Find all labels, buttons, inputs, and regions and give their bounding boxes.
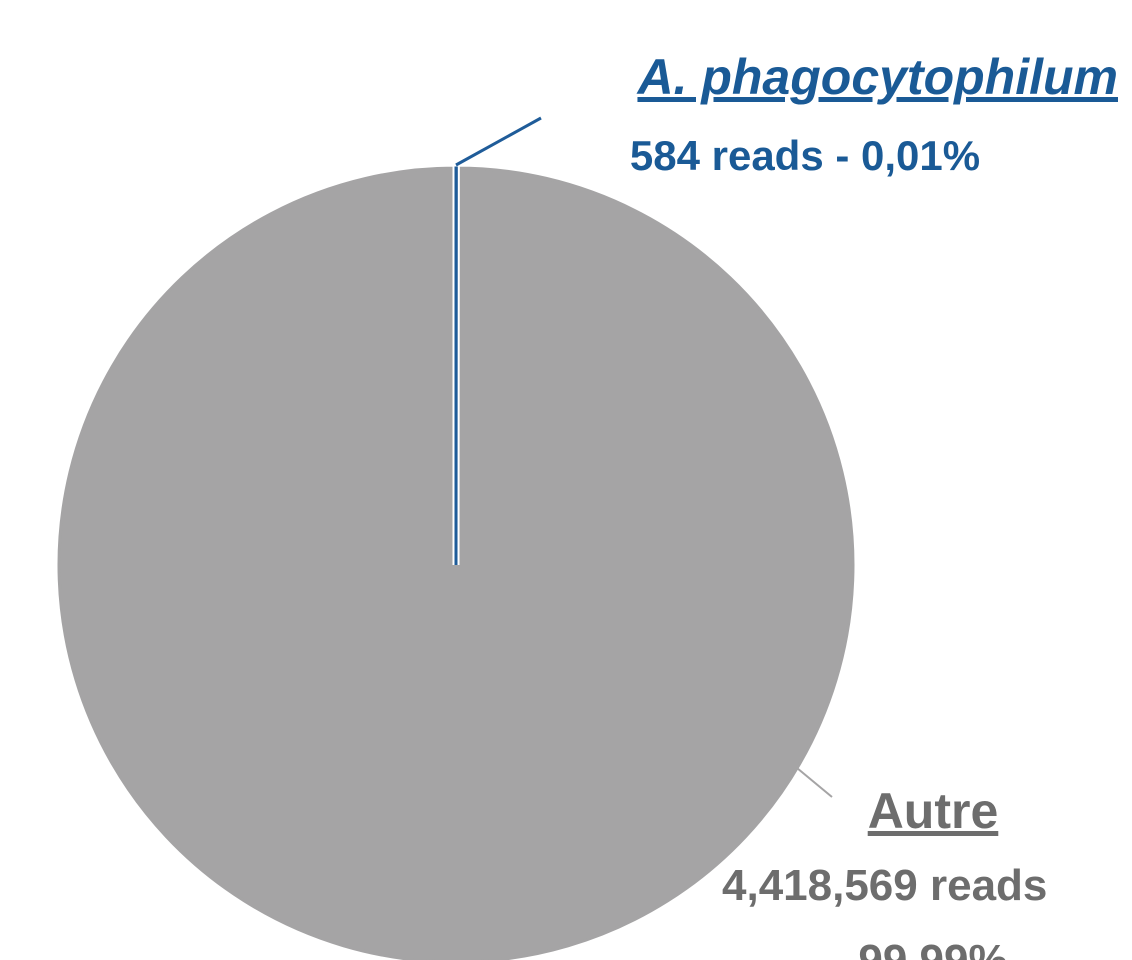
value-label: 4,418,569 reads	[722, 861, 1047, 910]
category-label: Autre	[868, 783, 999, 839]
leader-line	[455, 116, 542, 167]
value-label: 584 reads - 0,01%	[630, 132, 980, 179]
category-label: A. phagocytophilum	[635, 49, 1118, 105]
value-label: 99,99%	[858, 936, 1007, 960]
leader-line	[796, 767, 833, 798]
